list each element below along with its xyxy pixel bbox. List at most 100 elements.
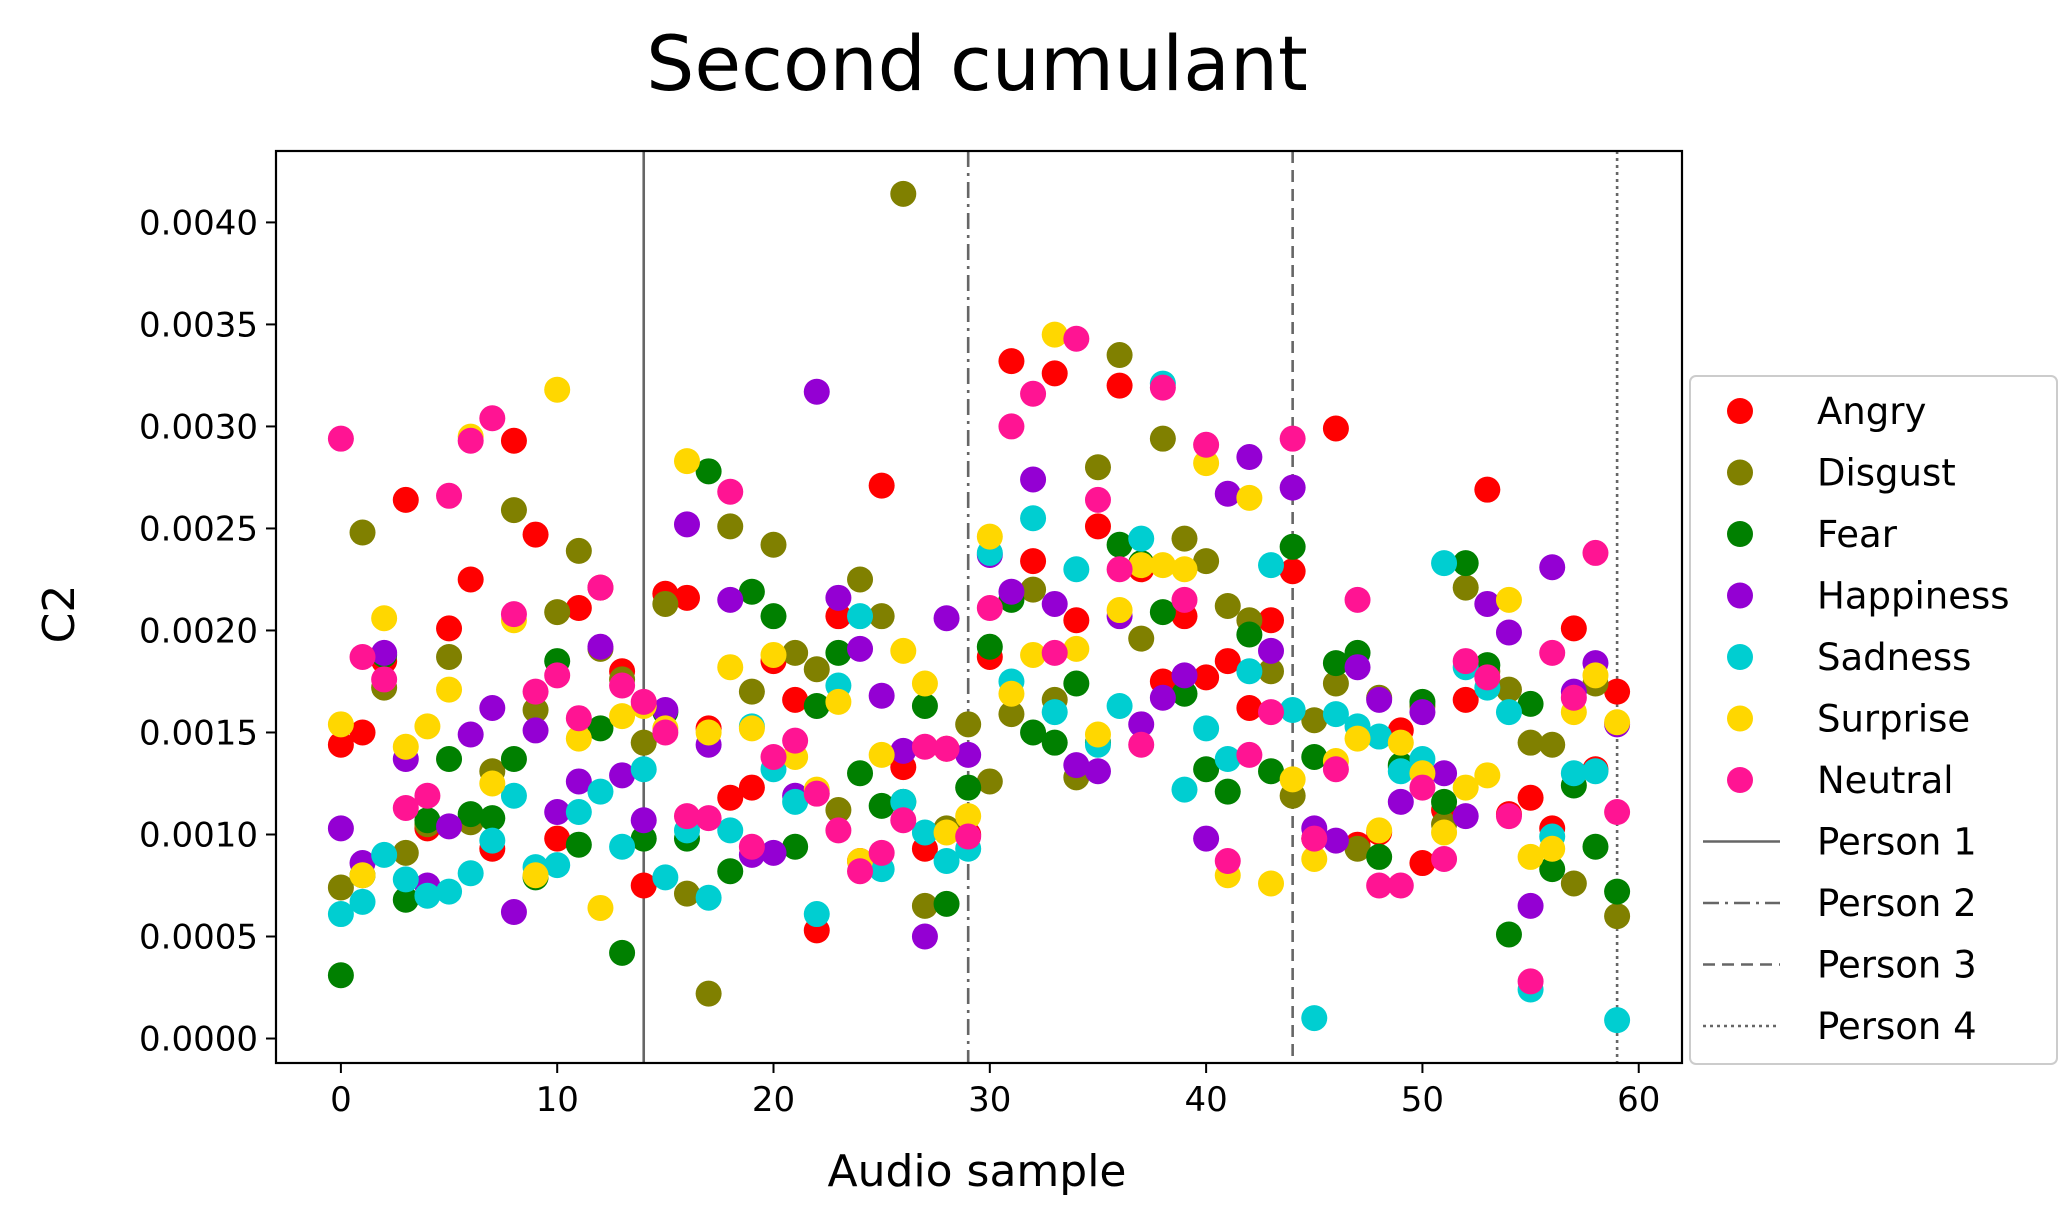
data-point xyxy=(760,743,787,770)
data-point xyxy=(1517,968,1544,995)
data-point xyxy=(782,727,809,754)
data-point xyxy=(1344,725,1371,752)
data-point xyxy=(1301,825,1328,852)
data-point xyxy=(782,833,809,860)
data-point xyxy=(1128,625,1155,652)
data-point xyxy=(587,633,614,660)
data-point xyxy=(1452,550,1479,577)
data-point xyxy=(1366,686,1393,713)
data-point xyxy=(868,839,895,866)
data-point xyxy=(847,858,874,885)
data-point xyxy=(933,890,960,917)
data-point xyxy=(1149,374,1176,401)
data-point xyxy=(1279,558,1306,585)
data-point xyxy=(1041,729,1068,756)
data-point xyxy=(911,923,938,950)
data-point xyxy=(1106,372,1133,399)
data-point xyxy=(1474,762,1501,789)
data-point xyxy=(955,774,982,801)
data-point xyxy=(1431,819,1458,846)
data-point xyxy=(630,807,657,834)
y-tick-label: 0.0030 xyxy=(139,407,258,447)
data-point xyxy=(479,694,506,721)
data-point xyxy=(911,692,938,719)
data-point xyxy=(371,666,398,693)
data-point xyxy=(1214,778,1241,805)
data-point xyxy=(1171,586,1198,613)
data-point xyxy=(1495,699,1522,726)
data-point xyxy=(1279,425,1306,452)
data-point xyxy=(587,715,614,742)
data-point xyxy=(565,537,592,564)
data-point xyxy=(522,697,549,724)
data-point xyxy=(1387,729,1414,756)
data-point xyxy=(890,807,917,834)
data-point xyxy=(803,656,830,683)
data-point xyxy=(1582,662,1609,689)
data-point xyxy=(868,682,895,709)
data-point xyxy=(522,717,549,744)
data-point xyxy=(544,662,571,689)
x-axis-label: Audio sample xyxy=(827,1146,1126,1197)
data-point xyxy=(609,762,636,789)
legend-label: Person 1 xyxy=(1817,821,1977,864)
data-point xyxy=(1344,586,1371,613)
data-point xyxy=(695,980,722,1007)
points-group xyxy=(327,180,1631,1034)
data-point xyxy=(1279,533,1306,560)
data-point xyxy=(544,376,571,403)
data-point xyxy=(630,729,657,756)
legend-marker xyxy=(1727,521,1753,547)
data-point xyxy=(371,841,398,868)
data-point xyxy=(1560,870,1587,897)
data-point xyxy=(1366,872,1393,899)
data-point xyxy=(1128,552,1155,579)
data-point xyxy=(479,405,506,432)
data-point xyxy=(1517,892,1544,919)
data-point xyxy=(479,770,506,797)
data-point xyxy=(738,578,765,605)
data-point xyxy=(738,678,765,705)
data-point xyxy=(933,848,960,875)
data-point xyxy=(1171,680,1198,707)
data-point xyxy=(1128,525,1155,552)
data-point xyxy=(1084,758,1111,785)
legend-marker xyxy=(1727,398,1753,424)
data-point xyxy=(414,782,441,809)
data-point xyxy=(1149,552,1176,579)
legend-marker xyxy=(1727,644,1753,670)
data-point xyxy=(1106,597,1133,624)
data-point xyxy=(1474,590,1501,617)
data-point xyxy=(890,788,917,815)
data-point xyxy=(457,721,484,748)
data-point xyxy=(1452,774,1479,801)
data-point xyxy=(349,519,376,546)
data-point xyxy=(760,641,787,668)
data-point xyxy=(1171,525,1198,552)
y-tick-label: 0.0035 xyxy=(139,305,258,345)
data-point xyxy=(522,678,549,705)
data-point xyxy=(457,801,484,828)
data-point xyxy=(414,807,441,834)
data-point xyxy=(1344,654,1371,681)
data-point xyxy=(349,719,376,746)
data-point xyxy=(1149,599,1176,626)
legend-label: Disgust xyxy=(1817,452,1956,495)
data-point xyxy=(1041,321,1068,348)
data-point xyxy=(1214,746,1241,772)
data-point xyxy=(500,782,527,809)
data-point xyxy=(803,901,830,928)
data-point xyxy=(436,615,463,642)
data-point xyxy=(1582,833,1609,860)
legend-label: Happiness xyxy=(1817,575,2010,618)
data-point xyxy=(760,839,787,866)
data-point xyxy=(1582,758,1609,785)
data-point xyxy=(392,486,419,513)
legend-label: Person 3 xyxy=(1817,944,1977,987)
data-point xyxy=(392,733,419,760)
data-point xyxy=(436,676,463,703)
data-point xyxy=(1193,548,1220,575)
data-point xyxy=(1322,827,1349,854)
data-point xyxy=(717,513,744,540)
